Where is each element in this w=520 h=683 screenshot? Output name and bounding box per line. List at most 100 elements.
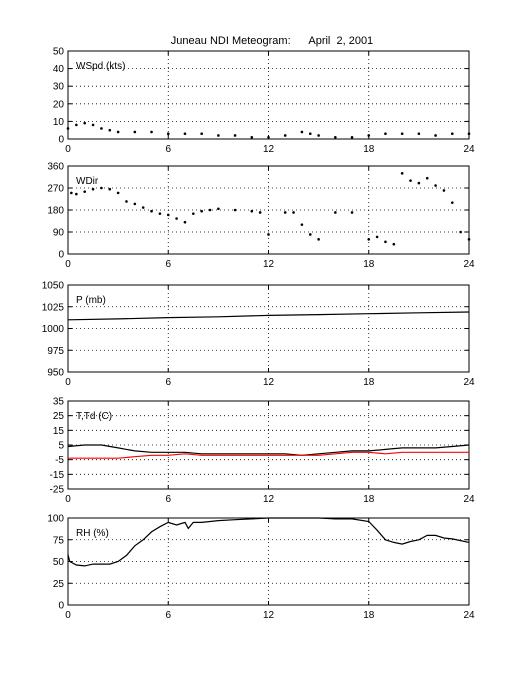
data-point xyxy=(467,238,471,241)
data-point xyxy=(450,132,454,136)
y-tick-label: 100 xyxy=(47,514,64,525)
data-point xyxy=(459,230,462,234)
data-point xyxy=(417,132,421,136)
data-point xyxy=(200,132,203,136)
y-tick-label: 1050 xyxy=(42,281,65,292)
data-point xyxy=(175,217,178,220)
x-tick-label: 6 xyxy=(165,494,171,505)
data-point xyxy=(317,134,320,137)
x-tick-label: 12 xyxy=(263,494,275,505)
x-tick-label: 24 xyxy=(463,377,475,388)
data-point xyxy=(283,211,287,214)
x-tick-label: 6 xyxy=(165,144,171,155)
data-point xyxy=(434,134,437,137)
data-point xyxy=(116,130,120,134)
x-tick-label: 12 xyxy=(263,610,275,621)
data-point xyxy=(450,201,454,204)
y-tick-label: -25 xyxy=(50,485,65,496)
x-tick-label: 24 xyxy=(463,144,475,155)
x-tick-label: 6 xyxy=(165,610,171,621)
y-tick-label: 75 xyxy=(53,535,65,546)
data-point xyxy=(350,211,354,214)
data-point xyxy=(83,121,87,125)
series-wspd-0 xyxy=(66,121,471,139)
data-point xyxy=(233,134,237,137)
y-tick-label: 975 xyxy=(47,346,64,357)
data-point xyxy=(108,128,112,132)
x-tick-label: 18 xyxy=(363,494,375,505)
x-tick-label: 0 xyxy=(65,377,71,388)
series-temp-1 xyxy=(68,451,469,459)
y-tick-label: 0 xyxy=(58,601,64,612)
data-point xyxy=(150,130,153,134)
data-point xyxy=(384,132,387,136)
x-tick-label: 12 xyxy=(263,144,275,155)
y-tick-label: 25 xyxy=(53,579,65,590)
data-point xyxy=(283,134,287,137)
x-tick-label: 24 xyxy=(463,259,475,270)
data-point xyxy=(267,135,270,139)
y-tick-label: 5 xyxy=(58,441,64,452)
data-point xyxy=(350,135,354,139)
data-point xyxy=(150,209,153,213)
y-tick-label: 0 xyxy=(58,135,64,146)
data-point xyxy=(434,184,437,187)
data-point xyxy=(183,132,187,136)
y-tick-label: 25 xyxy=(53,411,65,422)
data-point xyxy=(116,191,120,195)
series-line xyxy=(67,444,470,456)
series-wdir-0 xyxy=(70,172,471,246)
data-point xyxy=(108,187,112,191)
x-tick-label: 0 xyxy=(65,494,71,505)
data-point xyxy=(166,213,170,217)
series-temp-0 xyxy=(67,444,470,456)
y-tick-label: 90 xyxy=(53,228,65,239)
x-tick-label: 0 xyxy=(65,259,71,270)
data-point xyxy=(400,172,404,175)
data-point xyxy=(308,132,312,136)
data-point xyxy=(375,235,379,239)
y-tick-label: 15 xyxy=(53,426,65,437)
data-point xyxy=(217,134,220,137)
panel-rh: 0 6 12 18 24 0 25 50 75 100 RH (%) xyxy=(47,514,475,622)
y-tick-label: 1000 xyxy=(42,324,65,335)
x-tick-label: 18 xyxy=(363,259,375,270)
x-tick-label: 24 xyxy=(463,610,475,621)
x-tick-label: 0 xyxy=(65,610,71,621)
data-point xyxy=(158,212,162,215)
figure-title: Juneau NDI Meteogram: April 2, 2001 xyxy=(171,35,373,47)
x-tick-label: 12 xyxy=(263,377,275,388)
data-point xyxy=(334,135,337,139)
data-point xyxy=(409,179,412,182)
data-point xyxy=(250,209,254,213)
data-point xyxy=(75,123,78,127)
data-point xyxy=(300,130,304,134)
x-tick-label: 18 xyxy=(363,610,375,621)
data-point xyxy=(217,207,220,211)
y-tick-label: -5 xyxy=(55,455,64,466)
x-tick-label: 12 xyxy=(263,259,275,270)
data-point xyxy=(400,132,404,136)
data-point xyxy=(125,200,128,203)
series-rh-0 xyxy=(67,517,470,567)
x-tick-label: 0 xyxy=(65,144,71,155)
data-point xyxy=(300,223,304,226)
y-tick-label: 270 xyxy=(47,184,64,195)
data-point xyxy=(425,176,429,180)
x-tick-label: 6 xyxy=(165,259,171,270)
y-tick-label: 950 xyxy=(47,368,64,379)
x-tick-label: 6 xyxy=(165,377,171,388)
data-point xyxy=(91,123,95,127)
panel-label-pressure: P (mb) xyxy=(76,295,106,306)
data-point xyxy=(66,127,70,130)
y-tick-label: 180 xyxy=(47,206,64,217)
data-point xyxy=(392,242,396,246)
data-point xyxy=(208,208,212,212)
panel-label-wdir: WDir xyxy=(76,176,99,187)
data-point xyxy=(75,192,78,196)
series-line xyxy=(68,451,469,459)
y-tick-label: 50 xyxy=(53,47,65,58)
data-point xyxy=(467,132,471,136)
data-point xyxy=(317,238,320,241)
